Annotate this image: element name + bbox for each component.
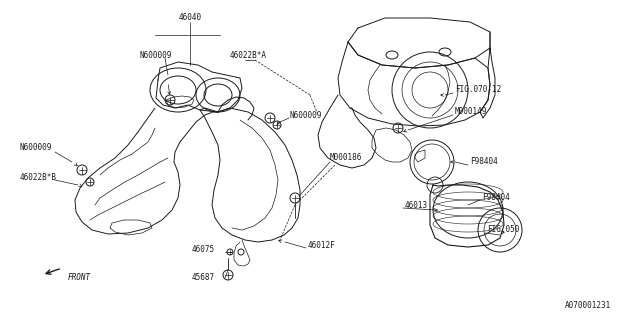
Text: F98404: F98404 — [482, 194, 509, 203]
Text: A070001231: A070001231 — [565, 301, 611, 310]
Text: N600009: N600009 — [20, 143, 52, 153]
Text: F98404: F98404 — [470, 157, 498, 166]
Text: 46040: 46040 — [179, 13, 202, 22]
Text: FIG.070-12: FIG.070-12 — [455, 85, 501, 94]
Text: 46022B*A: 46022B*A — [230, 51, 267, 60]
Text: 46013: 46013 — [405, 201, 428, 210]
Text: 46012F: 46012F — [308, 242, 336, 251]
Text: N600009: N600009 — [290, 110, 323, 119]
Text: M000149: M000149 — [455, 108, 488, 116]
Text: N600009: N600009 — [140, 51, 172, 60]
Text: FIG.050: FIG.050 — [487, 226, 520, 235]
Text: FRONT: FRONT — [68, 274, 91, 283]
Text: 46022B*B: 46022B*B — [20, 173, 57, 182]
Text: M000186: M000186 — [330, 154, 362, 163]
Text: 46075: 46075 — [192, 245, 215, 254]
Text: 45687: 45687 — [192, 274, 215, 283]
